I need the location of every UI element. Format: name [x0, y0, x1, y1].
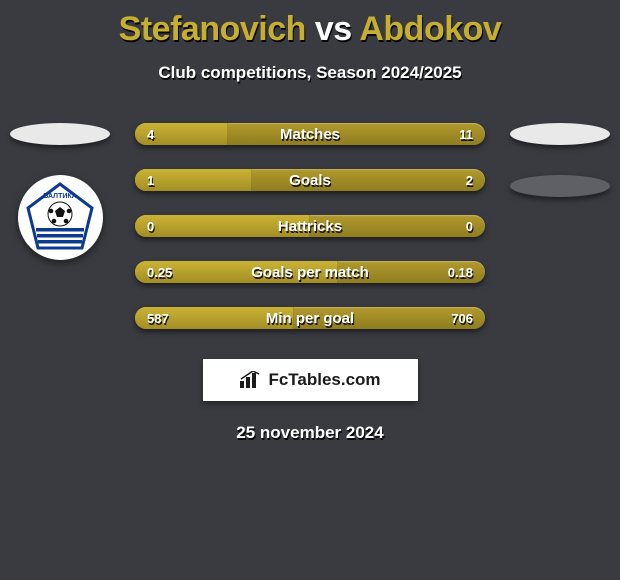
player-b-club-plate [510, 175, 610, 197]
stat-label: Min per goal [135, 307, 485, 329]
brand-text: FcTables.com [268, 370, 380, 390]
stat-label: Goals [135, 169, 485, 191]
stat-label: Goals per match [135, 261, 485, 283]
player-a-club-logo: БАЛТИКА [18, 175, 103, 260]
player-a-name-plate [10, 123, 110, 145]
baltika-logo-icon: БАЛТИКА [20, 178, 100, 258]
player-b-name: Abdokov [359, 10, 501, 48]
stat-value-right: 706 [439, 307, 485, 329]
stat-label: Hattricks [135, 215, 485, 237]
brand-badge: FcTables.com [203, 359, 418, 401]
stat-value-right: 2 [454, 169, 485, 191]
stat-row-matches: 4Matches11 [135, 123, 485, 145]
stat-value-right: 0 [454, 215, 485, 237]
comparison-body: БАЛТИКА 4Matches11 1Goals2 0Hattricks0 0.25… [0, 123, 620, 443]
stat-row-min-per-goal: 587Min per goal706 [135, 307, 485, 329]
player-a-column: БАЛТИКА [0, 123, 120, 260]
vs-text: vs [315, 10, 352, 48]
stat-bars: 4Matches11 1Goals2 0Hattricks0 0.25Goals pe… [135, 123, 485, 329]
player-b-column [500, 123, 620, 197]
stat-row-goals-per-match: 0.25Goals per match0.18 [135, 261, 485, 283]
stat-row-goals: 1Goals2 [135, 169, 485, 191]
generated-date: 25 november 2024 [0, 423, 620, 443]
subtitle: Club competitions, Season 2024/2025 [0, 63, 620, 83]
player-b-name-plate [510, 123, 610, 145]
stat-value-right: 0.18 [436, 261, 485, 283]
svg-text:БАЛТИКА: БАЛТИКА [43, 193, 76, 200]
stat-row-hattricks: 0Hattricks0 [135, 215, 485, 237]
stat-value-right: 11 [447, 123, 485, 145]
comparison-title: Stefanovich vs Abdokov [0, 0, 620, 49]
stat-label: Matches [135, 123, 485, 145]
bars-icon [239, 371, 261, 389]
player-a-name: Stefanovich [119, 10, 306, 48]
